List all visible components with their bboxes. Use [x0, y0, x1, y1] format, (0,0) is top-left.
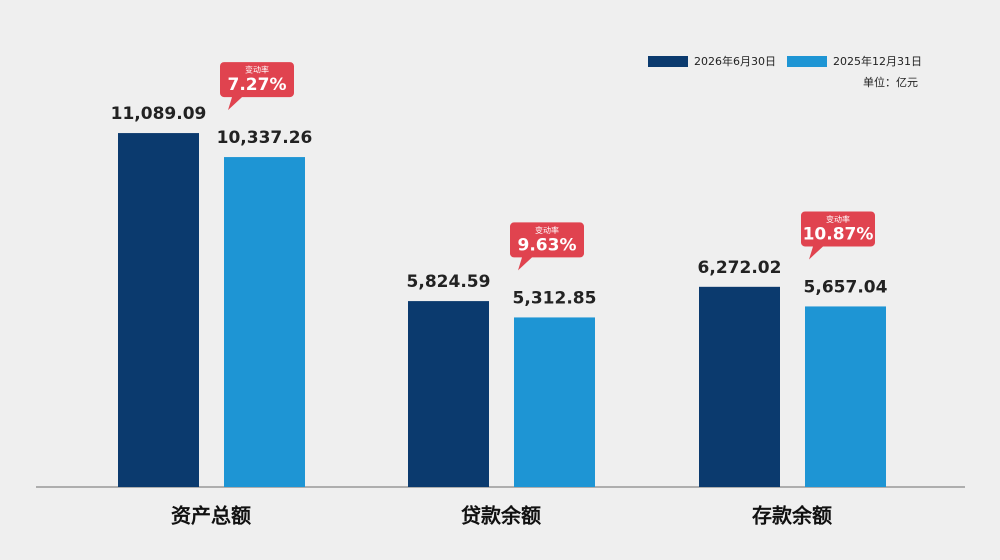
value-label: 5,657.04	[804, 277, 888, 297]
bar	[514, 317, 595, 487]
change-rate: 9.63%	[518, 235, 577, 255]
x-tick-label: 资产总额	[171, 504, 251, 528]
callout-box	[801, 211, 875, 260]
legend-label: 2025年12月31日	[833, 54, 922, 68]
value-label: 6,272.02	[698, 258, 782, 278]
value-label: 5,824.59	[407, 272, 491, 292]
x-tick-label: 贷款余额	[461, 504, 541, 528]
bar	[805, 306, 886, 487]
legend-swatch	[648, 56, 688, 67]
bar	[699, 286, 780, 487]
x-tick-label: 存款余额	[752, 504, 832, 528]
value-label: 10,337.26	[217, 128, 313, 148]
value-label: 5,312.85	[513, 288, 597, 308]
change-rate: 10.87%	[803, 224, 874, 244]
callout-title: 变动率	[245, 65, 269, 75]
value-label: 11,089.09	[111, 104, 207, 124]
legend-swatch	[787, 56, 827, 67]
callout-title: 变动率	[826, 214, 850, 224]
callout-box	[220, 62, 294, 111]
bar	[118, 133, 199, 487]
bar	[224, 157, 305, 487]
callout-box	[510, 222, 584, 271]
unit-label: 单位：亿元	[863, 75, 918, 89]
bar	[408, 301, 489, 487]
change-rate: 7.27%	[228, 75, 287, 95]
legend-label: 2026年6月30日	[694, 54, 776, 68]
callout-title: 变动率	[535, 225, 559, 235]
